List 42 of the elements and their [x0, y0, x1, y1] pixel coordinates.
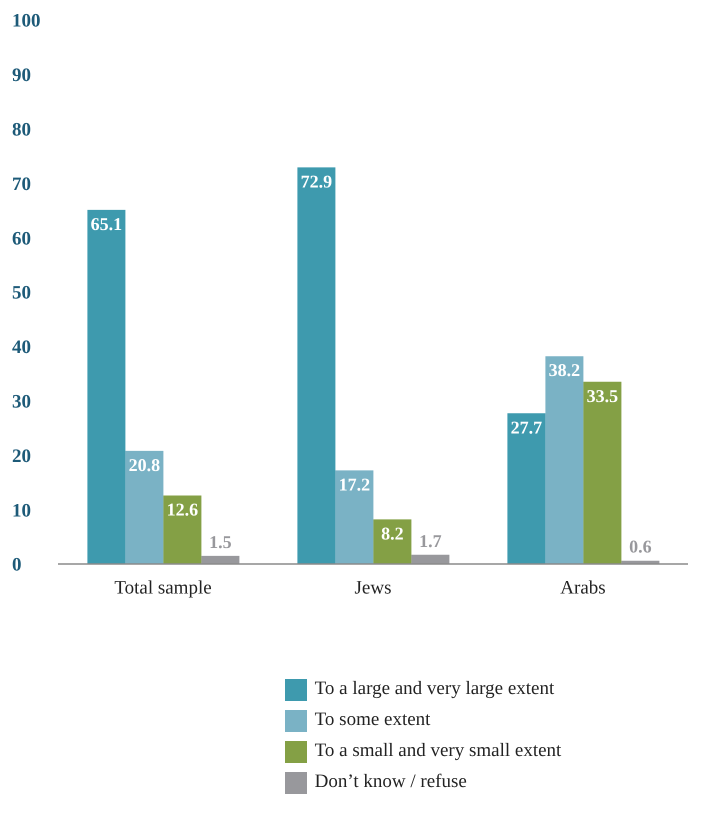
data-label: 1.7 — [419, 530, 442, 551]
data-label: 0.6 — [629, 536, 652, 557]
y-tick-label: 20 — [12, 446, 31, 467]
y-tick-label: 90 — [12, 65, 31, 86]
data-label: 17.2 — [338, 474, 370, 494]
bar — [373, 519, 412, 564]
y-tick-label: 100 — [12, 10, 40, 32]
legend-label: To a large and very large extent — [314, 678, 554, 699]
legend-label: Don’t know / refuse — [314, 771, 467, 792]
data-label: 38.2 — [548, 360, 580, 380]
y-tick-label: 50 — [12, 282, 31, 304]
x-tick-label: Total sample — [114, 577, 212, 598]
data-label: 20.8 — [128, 454, 160, 475]
bar — [545, 356, 584, 564]
bar — [507, 413, 546, 564]
y-tick-label: 10 — [12, 500, 31, 522]
data-label: 12.6 — [166, 499, 198, 520]
bar — [163, 495, 202, 564]
x-tick-label: Jews — [354, 577, 392, 598]
y-tick-label: 30 — [12, 392, 31, 413]
x-tick-label: Arabs — [560, 577, 606, 598]
y-tick-label: 70 — [12, 174, 31, 195]
y-tick-label: 40 — [12, 337, 31, 358]
bar — [201, 556, 240, 564]
legend-label: To a small and very small extent — [314, 740, 562, 761]
bar — [335, 470, 374, 564]
bar — [621, 560, 660, 564]
y-tick-label: 60 — [12, 228, 31, 250]
data-label: 1.5 — [209, 532, 232, 552]
bar — [87, 210, 126, 564]
data-label: 33.5 — [586, 386, 618, 406]
bar — [297, 167, 336, 564]
bar — [411, 554, 450, 564]
bar — [583, 382, 622, 564]
bar — [125, 450, 164, 564]
data-label: 65.1 — [90, 214, 122, 234]
y-tick-label: 80 — [12, 120, 31, 141]
data-label: 8.2 — [381, 523, 404, 544]
legend-label: To some extent — [314, 709, 430, 730]
data-label: 27.7 — [510, 417, 542, 438]
data-label: 72.9 — [300, 171, 332, 192]
y-tick-label: 0 — [12, 554, 22, 576]
